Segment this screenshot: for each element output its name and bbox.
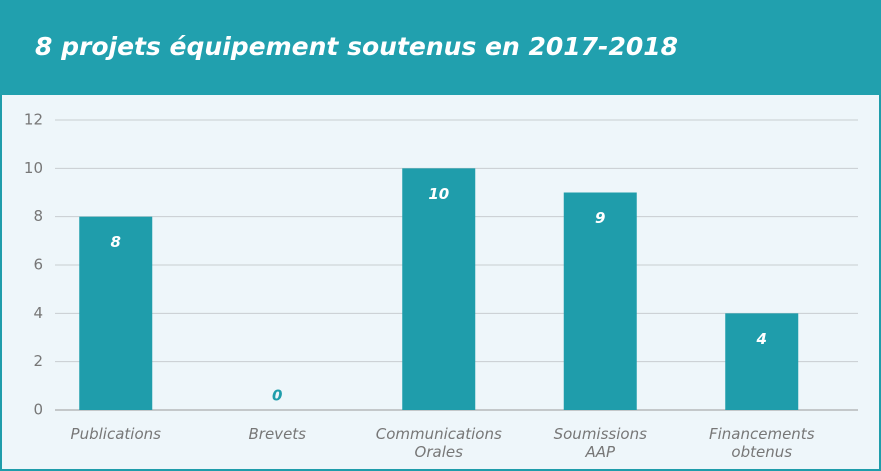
- chart-title: 8 projets équipement soutenus en 2017-20…: [35, 32, 678, 61]
- x-tick-label: Soumissions AAP: [554, 425, 647, 461]
- x-tick-label-line: AAP: [584, 443, 616, 461]
- x-tick-label-line: Brevets: [249, 425, 307, 443]
- x-tick-label-line: Publications: [71, 425, 162, 443]
- value-label: 4: [756, 330, 767, 348]
- y-tick-label: 12: [24, 111, 43, 129]
- y-tick-label: 6: [33, 256, 43, 274]
- x-tick-label-line: obtenus: [731, 443, 792, 461]
- bar: [725, 313, 799, 410]
- bar: [79, 216, 153, 410]
- value-label: 10: [428, 185, 449, 203]
- x-tick-label-line: Communications: [376, 425, 502, 443]
- y-tick-label: 0: [33, 401, 43, 419]
- y-tick-label: 8: [33, 207, 43, 225]
- y-tick-label: 2: [33, 352, 43, 370]
- value-label: 0: [272, 387, 282, 405]
- x-tick-label: Publications: [71, 425, 162, 443]
- x-tick-label: Brevets: [249, 425, 307, 443]
- y-tick-label: 10: [24, 159, 43, 177]
- bar: [402, 168, 476, 410]
- value-label: 8: [111, 233, 121, 251]
- x-tick-label-line: Soumissions: [554, 425, 647, 443]
- x-tick-label-line: Orales: [415, 443, 464, 461]
- bar: [563, 192, 637, 410]
- header: [0, 0, 881, 95]
- x-tick-label-line: Financements: [709, 425, 815, 443]
- x-tick-label: Communications Orales: [376, 425, 502, 461]
- x-tick-label: Financements obtenus: [709, 425, 815, 461]
- y-tick-label: 4: [33, 304, 43, 322]
- value-label: 9: [595, 209, 605, 227]
